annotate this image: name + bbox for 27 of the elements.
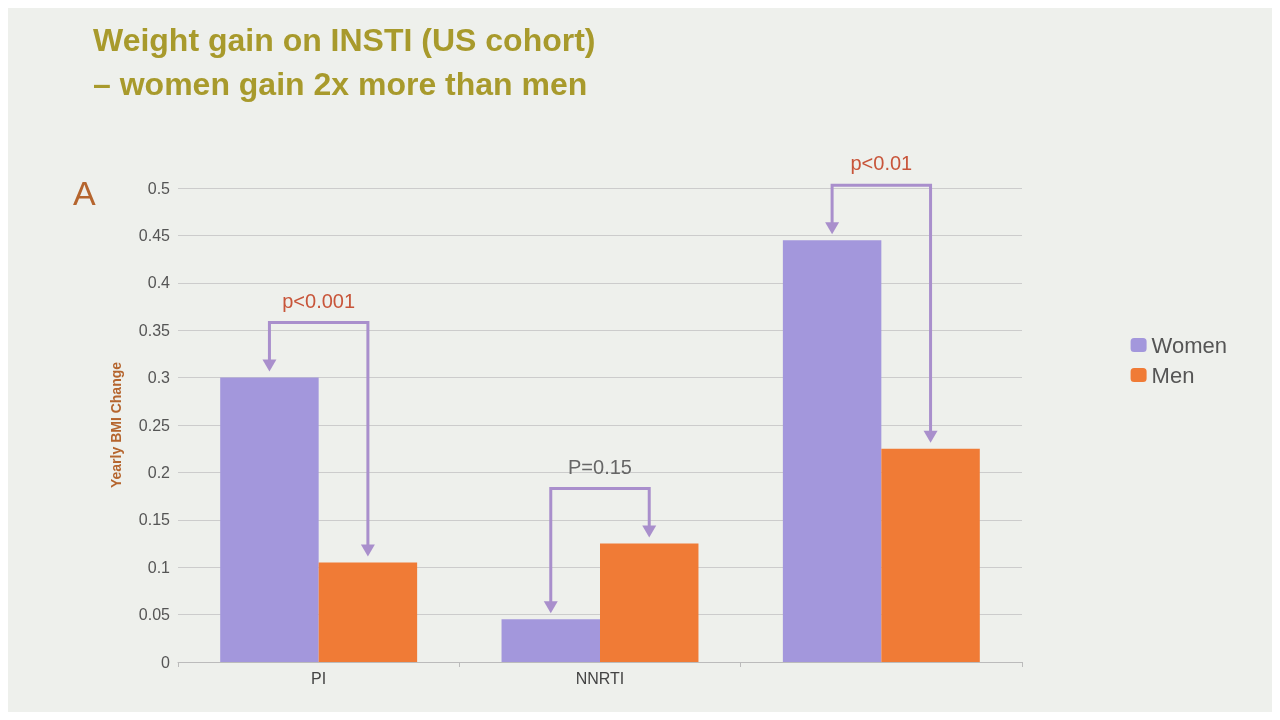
text: A bbox=[73, 174, 96, 212]
legend-label: Men bbox=[1151, 362, 1195, 388]
text: p<0.01 bbox=[850, 152, 913, 175]
y-tick-label: 0.2 bbox=[147, 463, 171, 481]
chart-title: Weight gain on INSTI (US cohort) – women gain 2x more than men bbox=[93, 22, 596, 102]
bar bbox=[881, 448, 980, 662]
y-tick-label: 0.25 bbox=[138, 416, 171, 434]
y-tick-label: 0.45 bbox=[138, 226, 171, 244]
annotation: P=0.15 bbox=[568, 455, 632, 478]
x-tick-label: NNRTI bbox=[575, 669, 625, 687]
bar bbox=[782, 240, 882, 662]
x-tick-label: PI bbox=[311, 669, 327, 687]
y-tick-label: 0.1 bbox=[147, 558, 171, 576]
y-tick-label: 0 bbox=[161, 653, 171, 671]
legend-label: Women bbox=[1151, 332, 1228, 358]
bar bbox=[318, 562, 418, 662]
y-tick-label: 0.05 bbox=[138, 606, 171, 624]
bar bbox=[600, 543, 699, 662]
y-tick-label: 0.35 bbox=[138, 321, 171, 339]
y-tick-label: 0.5 bbox=[147, 179, 171, 197]
annotation: p<0.001 bbox=[282, 289, 356, 312]
y-axis-title: Yearly BMI Change bbox=[108, 361, 124, 489]
bar bbox=[220, 377, 319, 662]
y-tick-label: 0.15 bbox=[138, 511, 171, 529]
y-tick-label: 0.4 bbox=[147, 274, 171, 292]
bar bbox=[501, 619, 600, 662]
y-tick-label: 0.3 bbox=[147, 369, 171, 387]
